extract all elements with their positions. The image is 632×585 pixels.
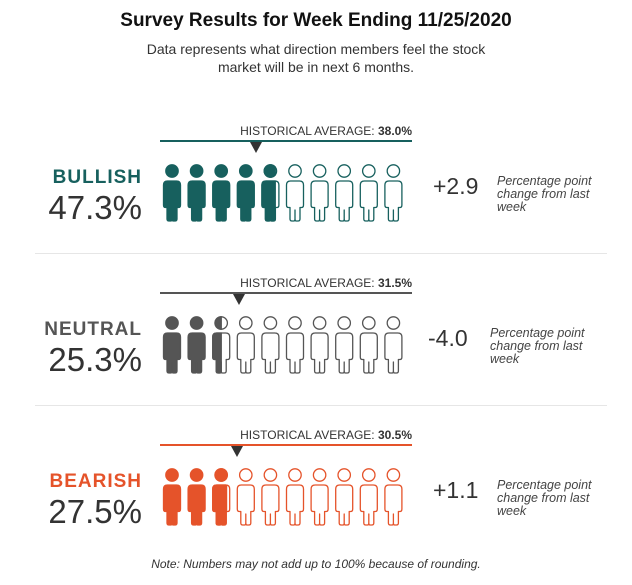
bullish-person-icon-7 [310,164,329,222]
neutral-person-icon-1 [162,316,182,374]
bullish-person-icon-8 [335,164,354,222]
neutral-person-icon-5 [261,316,280,374]
neutral-historical-marker-icon [233,294,246,305]
bearish-person-icon-4 [236,468,255,526]
neutral-person-icon-4 [236,316,255,374]
neutral-person-icon-8 [335,316,354,374]
neutral-change-note: Percentage point change from last week [490,326,585,366]
bearish-person-icon-5 [261,468,280,526]
row-divider [35,253,607,254]
historical-average-value: 30.5% [377,428,412,442]
bullish-person-icon-10 [384,164,403,222]
bullish-change-value: +2.9 [433,173,479,199]
historical-average-label: HISTORICAL AVERAGE: [240,276,378,290]
neutral-person-icon-7 [310,316,329,374]
bearish-historical-line [160,444,412,446]
neutral-change-value: -4.0 [428,325,468,351]
bearish-person-icon-6 [285,468,305,526]
neutral-row: HISTORICAL AVERAGE: 31.5% NEUTRAL 25.3% -4.… [0,257,632,407]
bullish-person-icon-4 [236,164,255,222]
bullish-person-icon-6 [285,164,305,222]
row-divider [35,405,607,406]
neutral-person-icon-2 [187,316,206,374]
footnote: Note: Numbers may not add up to 100% bec… [151,557,481,571]
neutral-label: NEUTRAL [44,319,142,340]
chart-subtitle: Data represents what direction members f… [146,41,486,75]
bearish-person-icon-7 [310,468,329,526]
bearish-pictogram [162,468,403,526]
bullish-row: HISTORICAL AVERAGE: 38.0% BULLISH 47.3% +2.… [0,105,632,255]
bullish-person-icon-9 [359,164,378,222]
neutral-historical-average: HISTORICAL AVERAGE: 31.5% [160,276,412,290]
bearish-person-icon-10 [384,468,403,526]
bearish-percentage: 27.5% [48,493,142,530]
bullish-percentage: 47.3% [48,189,142,226]
bullish-person-icon-3 [212,164,231,222]
bullish-person-icon-1 [162,164,182,222]
neutral-pictogram [162,316,403,374]
bearish-label: BEARISH [49,471,142,492]
historical-average-label: HISTORICAL AVERAGE: [240,428,378,442]
bullish-change-note: Percentage point change from last week [497,174,592,214]
neutral-person-icon-3 [212,316,231,374]
bearish-person-icon-3 [212,468,231,526]
historical-average-label: HISTORICAL AVERAGE: [240,124,378,138]
neutral-person-icon-6 [285,316,305,374]
bullish-historical-marker-icon [249,142,262,153]
neutral-person-icon-10 [384,316,403,374]
bullish-person-icon-5 [261,164,280,222]
bearish-historical-marker-icon [230,446,243,457]
bullish-pictogram [162,164,403,222]
bullish-historical-average: HISTORICAL AVERAGE: 38.0% [160,124,412,138]
bearish-person-icon-8 [335,468,354,526]
neutral-person-icon-9 [359,316,378,374]
bullish-label: BULLISH [52,167,142,188]
bearish-person-icon-9 [359,468,378,526]
bearish-historical-average: HISTORICAL AVERAGE: 30.5% [160,428,412,442]
bearish-change-value: +1.1 [433,477,479,503]
bearish-person-icon-2 [187,468,206,526]
bearish-change-note: Percentage point change from last week [497,478,592,518]
bullish-person-icon-2 [187,164,206,222]
historical-average-value: 38.0% [377,124,412,138]
historical-average-value: 31.5% [377,276,412,290]
bullish-historical-line [160,140,412,142]
bearish-person-icon-1 [162,468,182,526]
neutral-historical-line [160,292,412,294]
bearish-row: HISTORICAL AVERAGE: 30.5% BEARISH 27.5% +1.… [0,409,632,559]
neutral-percentage: 25.3% [48,341,142,378]
chart-title: Survey Results for Week Ending 11/25/202… [120,10,512,31]
